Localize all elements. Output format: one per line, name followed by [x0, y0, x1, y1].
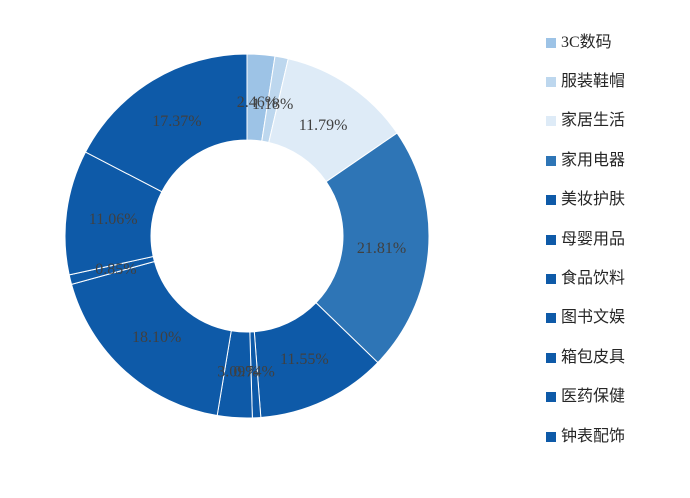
- slice-label: 21.81%: [357, 240, 406, 257]
- legend-swatch: [546, 116, 556, 127]
- legend-swatch: [546, 77, 556, 88]
- legend-swatch: [546, 352, 556, 363]
- legend-swatch: [546, 195, 556, 206]
- donut-slice: [315, 132, 430, 364]
- legend-label: 医药保健: [561, 388, 626, 406]
- slice-label: 0.85%: [95, 261, 136, 278]
- legend-item: 箱包皮具: [546, 338, 690, 377]
- legend-label: 钟表配饰: [561, 427, 626, 445]
- legend-swatch: [546, 234, 556, 245]
- legend-item: 家居生活: [546, 102, 690, 141]
- legend-item: 医药保健: [546, 378, 690, 417]
- legend-label: 3C数码: [561, 33, 612, 51]
- legend-label: 食品饮料: [561, 270, 626, 288]
- legend-label: 家居生活: [561, 112, 626, 130]
- chart-legend: 3C数码服装鞋帽家居生活家用电器美妆护肤母婴用品食品饮料图书文娱箱包皮具医药保健…: [546, 23, 690, 456]
- slice-label: 2.46%: [237, 94, 278, 111]
- legend-item: 3C数码: [546, 23, 690, 62]
- slice-label: 11.06%: [89, 211, 138, 228]
- legend-item: 家用电器: [546, 141, 690, 180]
- slice-label: 1.18%: [252, 96, 293, 113]
- legend-item: 服装鞋帽: [546, 62, 690, 101]
- legend-item: 母婴用品: [546, 220, 690, 259]
- legend-swatch: [546, 274, 556, 285]
- slice-label: 18.10%: [132, 329, 181, 346]
- slice-label: 3.09%: [217, 363, 258, 380]
- legend-label: 美妆护肤: [561, 191, 626, 209]
- slice-label: 17.37%: [152, 113, 201, 130]
- slice-labels: 2.46%1.18% 11.79% 21.81% 11.55% 0.74%3.09% 18…: [89, 94, 406, 380]
- legend-label: 服装鞋帽: [561, 73, 626, 91]
- legend-label: 箱包皮具: [561, 348, 626, 366]
- legend-swatch: [546, 313, 556, 324]
- legend-swatch: [546, 431, 556, 442]
- slice-label: 0.74%: [233, 363, 274, 380]
- donut-slice: [70, 260, 232, 417]
- donut-slice: [84, 53, 248, 193]
- legend-swatch: [546, 392, 556, 403]
- legend-swatch: [546, 155, 556, 166]
- legend-label: 家用电器: [561, 151, 626, 169]
- legend-item: 食品饮料: [546, 259, 690, 298]
- legend-swatch: [546, 37, 556, 48]
- legend-item: 图书文娱: [546, 299, 690, 338]
- legend-item: 钟表配饰: [546, 417, 690, 456]
- slice-label: 11.55%: [280, 351, 329, 368]
- legend-label: 母婴用品: [561, 230, 626, 248]
- donut-slices: [64, 53, 430, 419]
- slice-label: 11.79%: [299, 117, 348, 134]
- legend-label: 图书文娱: [561, 309, 626, 327]
- legend-item: 美妆护肤: [546, 181, 690, 220]
